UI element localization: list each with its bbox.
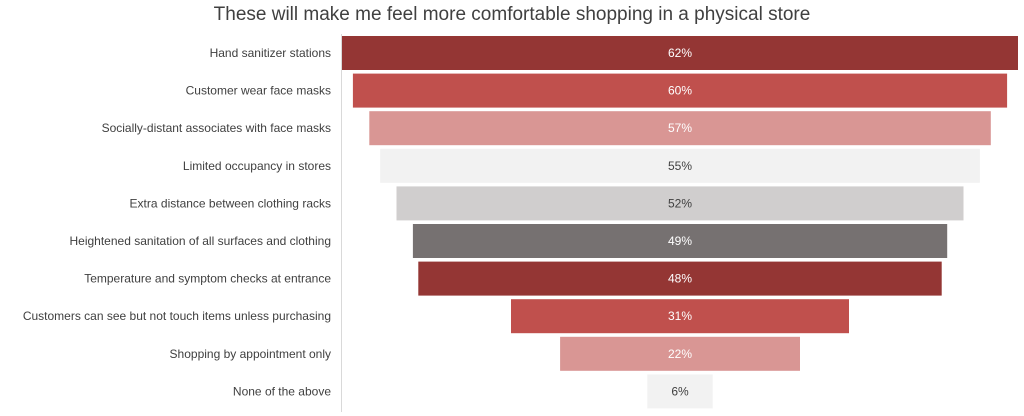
funnel-bar	[647, 374, 713, 409]
data-label: 31%	[668, 309, 692, 323]
category-label: Extra distance between clothing racks	[130, 196, 331, 210]
data-label: 57%	[668, 121, 692, 135]
data-label: 6%	[671, 384, 689, 398]
category-labels-group: Hand sanitizer stations Customer wear fac…	[23, 46, 331, 398]
category-label: Socially-distant associates with face ma…	[102, 121, 331, 135]
funnel-bar	[511, 299, 849, 334]
data-label: 55%	[668, 159, 692, 173]
funnel-bar	[412, 224, 948, 258]
category-label: Shopping by appointment only	[170, 347, 331, 361]
data-label: 49%	[668, 234, 692, 248]
funnel-bar	[418, 261, 942, 296]
funnel-bar	[560, 336, 800, 371]
funnel-bar	[342, 36, 1018, 70]
category-label: Temperature and symptom checks at entran…	[84, 272, 331, 286]
category-label: None of the above	[233, 384, 331, 398]
funnel-bar	[369, 111, 991, 146]
data-label: 22%	[668, 347, 692, 361]
category-label: Customer wear face masks	[186, 84, 331, 98]
category-label: Customers can see but not touch items un…	[23, 309, 331, 323]
data-label: 52%	[668, 196, 692, 210]
category-label: Hand sanitizer stations	[210, 46, 331, 60]
data-label: 60%	[668, 84, 692, 98]
category-label: Heightened sanitation of all surfaces an…	[69, 234, 331, 248]
chart-title: These will make me feel more comfortable…	[213, 4, 811, 25]
data-label: 48%	[668, 272, 692, 286]
data-labels-group: 62% 60% 57% 55% 52% 49% 48% 31% 22% 6%	[668, 46, 692, 398]
bars-group	[342, 36, 1018, 409]
funnel-bar	[380, 148, 980, 183]
funnel-bar	[396, 186, 964, 221]
funnel-bar	[352, 73, 1008, 108]
data-label: 62%	[668, 46, 692, 60]
category-label: Limited occupancy in stores	[183, 159, 331, 173]
